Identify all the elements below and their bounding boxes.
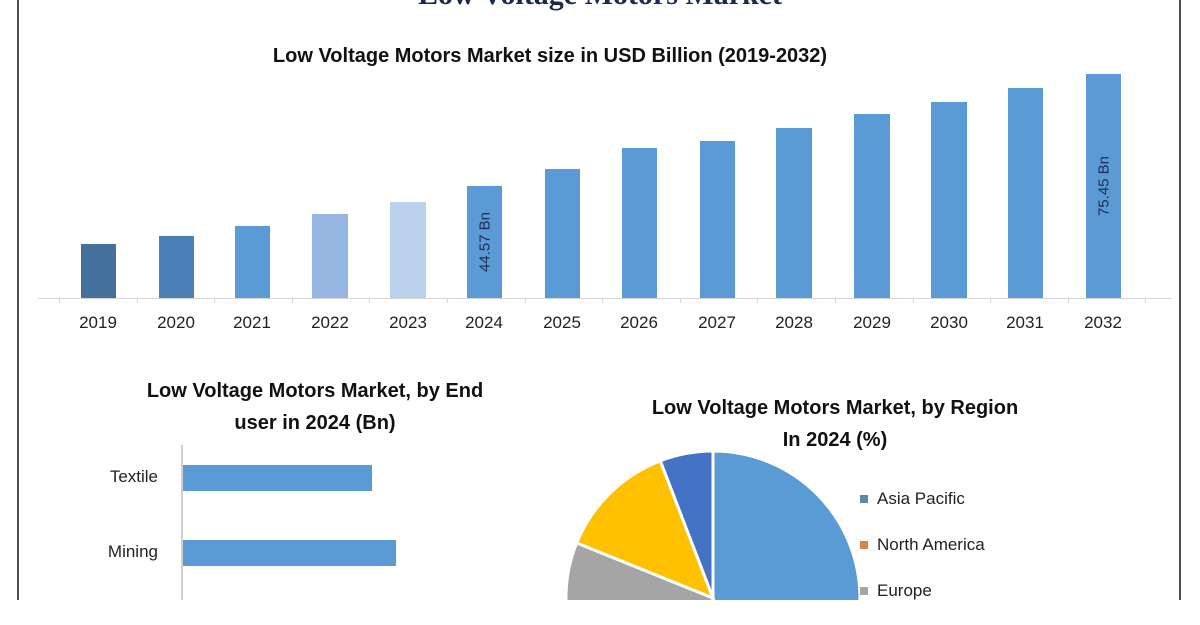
year-label: 2029 xyxy=(853,313,891,332)
bar-2031 xyxy=(1008,88,1043,298)
main-title: Low Voltage Motors Market xyxy=(0,0,1200,12)
x-axis-tick xyxy=(524,298,526,303)
year-label: 2026 xyxy=(620,313,658,332)
legend-item-europe: Europe xyxy=(860,579,985,602)
year-label: 2023 xyxy=(389,313,427,332)
legend-swatch-icon xyxy=(860,586,868,595)
x-axis-tick xyxy=(214,298,216,303)
pie-slice-yellow xyxy=(574,458,716,600)
x-axis-tick xyxy=(912,298,914,303)
x-axis-tick xyxy=(1145,298,1147,303)
year-label: 2030 xyxy=(930,313,968,332)
bar-2021 xyxy=(235,226,270,298)
bar-2028 xyxy=(776,128,812,298)
legend-swatch-icon xyxy=(860,540,868,549)
bar-2029 xyxy=(854,114,890,298)
legend-label: Europe xyxy=(877,580,932,600)
year-label: 2019 xyxy=(79,313,117,332)
market-size-chart-title: Low Voltage Motors Market size in USD Bi… xyxy=(272,45,828,67)
legend-label: Asia Pacific xyxy=(877,488,965,508)
year-label: 2031 xyxy=(1006,313,1044,332)
legend-swatch-icon xyxy=(860,494,868,503)
bar-2024: 44.57 Bn xyxy=(467,186,502,298)
x-axis-tick xyxy=(990,298,992,303)
legend-item-north-america: North America xyxy=(860,533,985,556)
bar-mining xyxy=(183,540,396,566)
year-label: 2022 xyxy=(311,313,349,332)
bar-2019 xyxy=(81,244,116,298)
pie-slice-dark-blue xyxy=(658,449,715,599)
region-pie-chart xyxy=(564,449,862,600)
bar-2026 xyxy=(622,148,657,298)
right-frame-line xyxy=(1179,0,1181,600)
left-frame-line xyxy=(17,0,19,600)
x-axis-tick xyxy=(679,298,681,303)
region-legend: Asia Pacific North America Europe xyxy=(860,487,985,625)
year-label: 2025 xyxy=(543,313,581,332)
x-axis-tick xyxy=(59,298,60,303)
x-axis-tick xyxy=(136,298,138,303)
category-label-textile: Textile xyxy=(109,467,158,486)
x-axis-tick xyxy=(757,298,759,303)
year-label: 2028 xyxy=(775,313,813,332)
category-label-mining: Mining xyxy=(107,542,158,561)
x-axis-tick xyxy=(1067,298,1069,303)
bar-2023 xyxy=(390,202,426,298)
year-label: 2021 xyxy=(233,313,271,332)
pie-slice-europe xyxy=(564,540,715,600)
end-user-y-axis xyxy=(181,445,183,600)
end-user-title-line1: Low Voltage Motors Market, by End xyxy=(146,380,484,402)
bar-2020 xyxy=(159,236,194,298)
bar-2025 xyxy=(545,169,580,298)
x-axis-tick xyxy=(369,298,371,303)
end-user-title-line2: user in 2024 (Bn) xyxy=(234,412,396,434)
region-chart-title: Low Voltage Motors Market, by Region In … xyxy=(590,392,1080,456)
pie-slice-asia-pacific xyxy=(711,449,862,600)
year-label: 2024 xyxy=(465,313,503,332)
bar-2022 xyxy=(312,214,348,298)
region-title-line2: In 2024 (%) xyxy=(782,429,888,451)
legend-item-asia-pacific: Asia Pacific xyxy=(860,487,985,510)
bar-2030 xyxy=(931,102,967,298)
x-axis-tick xyxy=(602,298,604,303)
year-label: 2032 xyxy=(1084,313,1122,332)
x-axis-tick xyxy=(835,298,836,303)
bar-textile xyxy=(183,465,372,491)
year-label: 2020 xyxy=(157,313,195,332)
x-axis-line xyxy=(38,298,1172,299)
bar-2032: 75.45 Bn xyxy=(1086,74,1121,298)
x-axis-tick xyxy=(447,298,448,303)
legend-label: North America xyxy=(877,534,985,554)
year-label: 2027 xyxy=(698,313,736,332)
x-axis-tick xyxy=(291,298,293,303)
end-user-chart-title: Low Voltage Motors Market, by End user i… xyxy=(95,375,535,439)
bar-2027 xyxy=(700,141,735,298)
region-title-line1: Low Voltage Motors Market, by Region xyxy=(651,397,1019,419)
